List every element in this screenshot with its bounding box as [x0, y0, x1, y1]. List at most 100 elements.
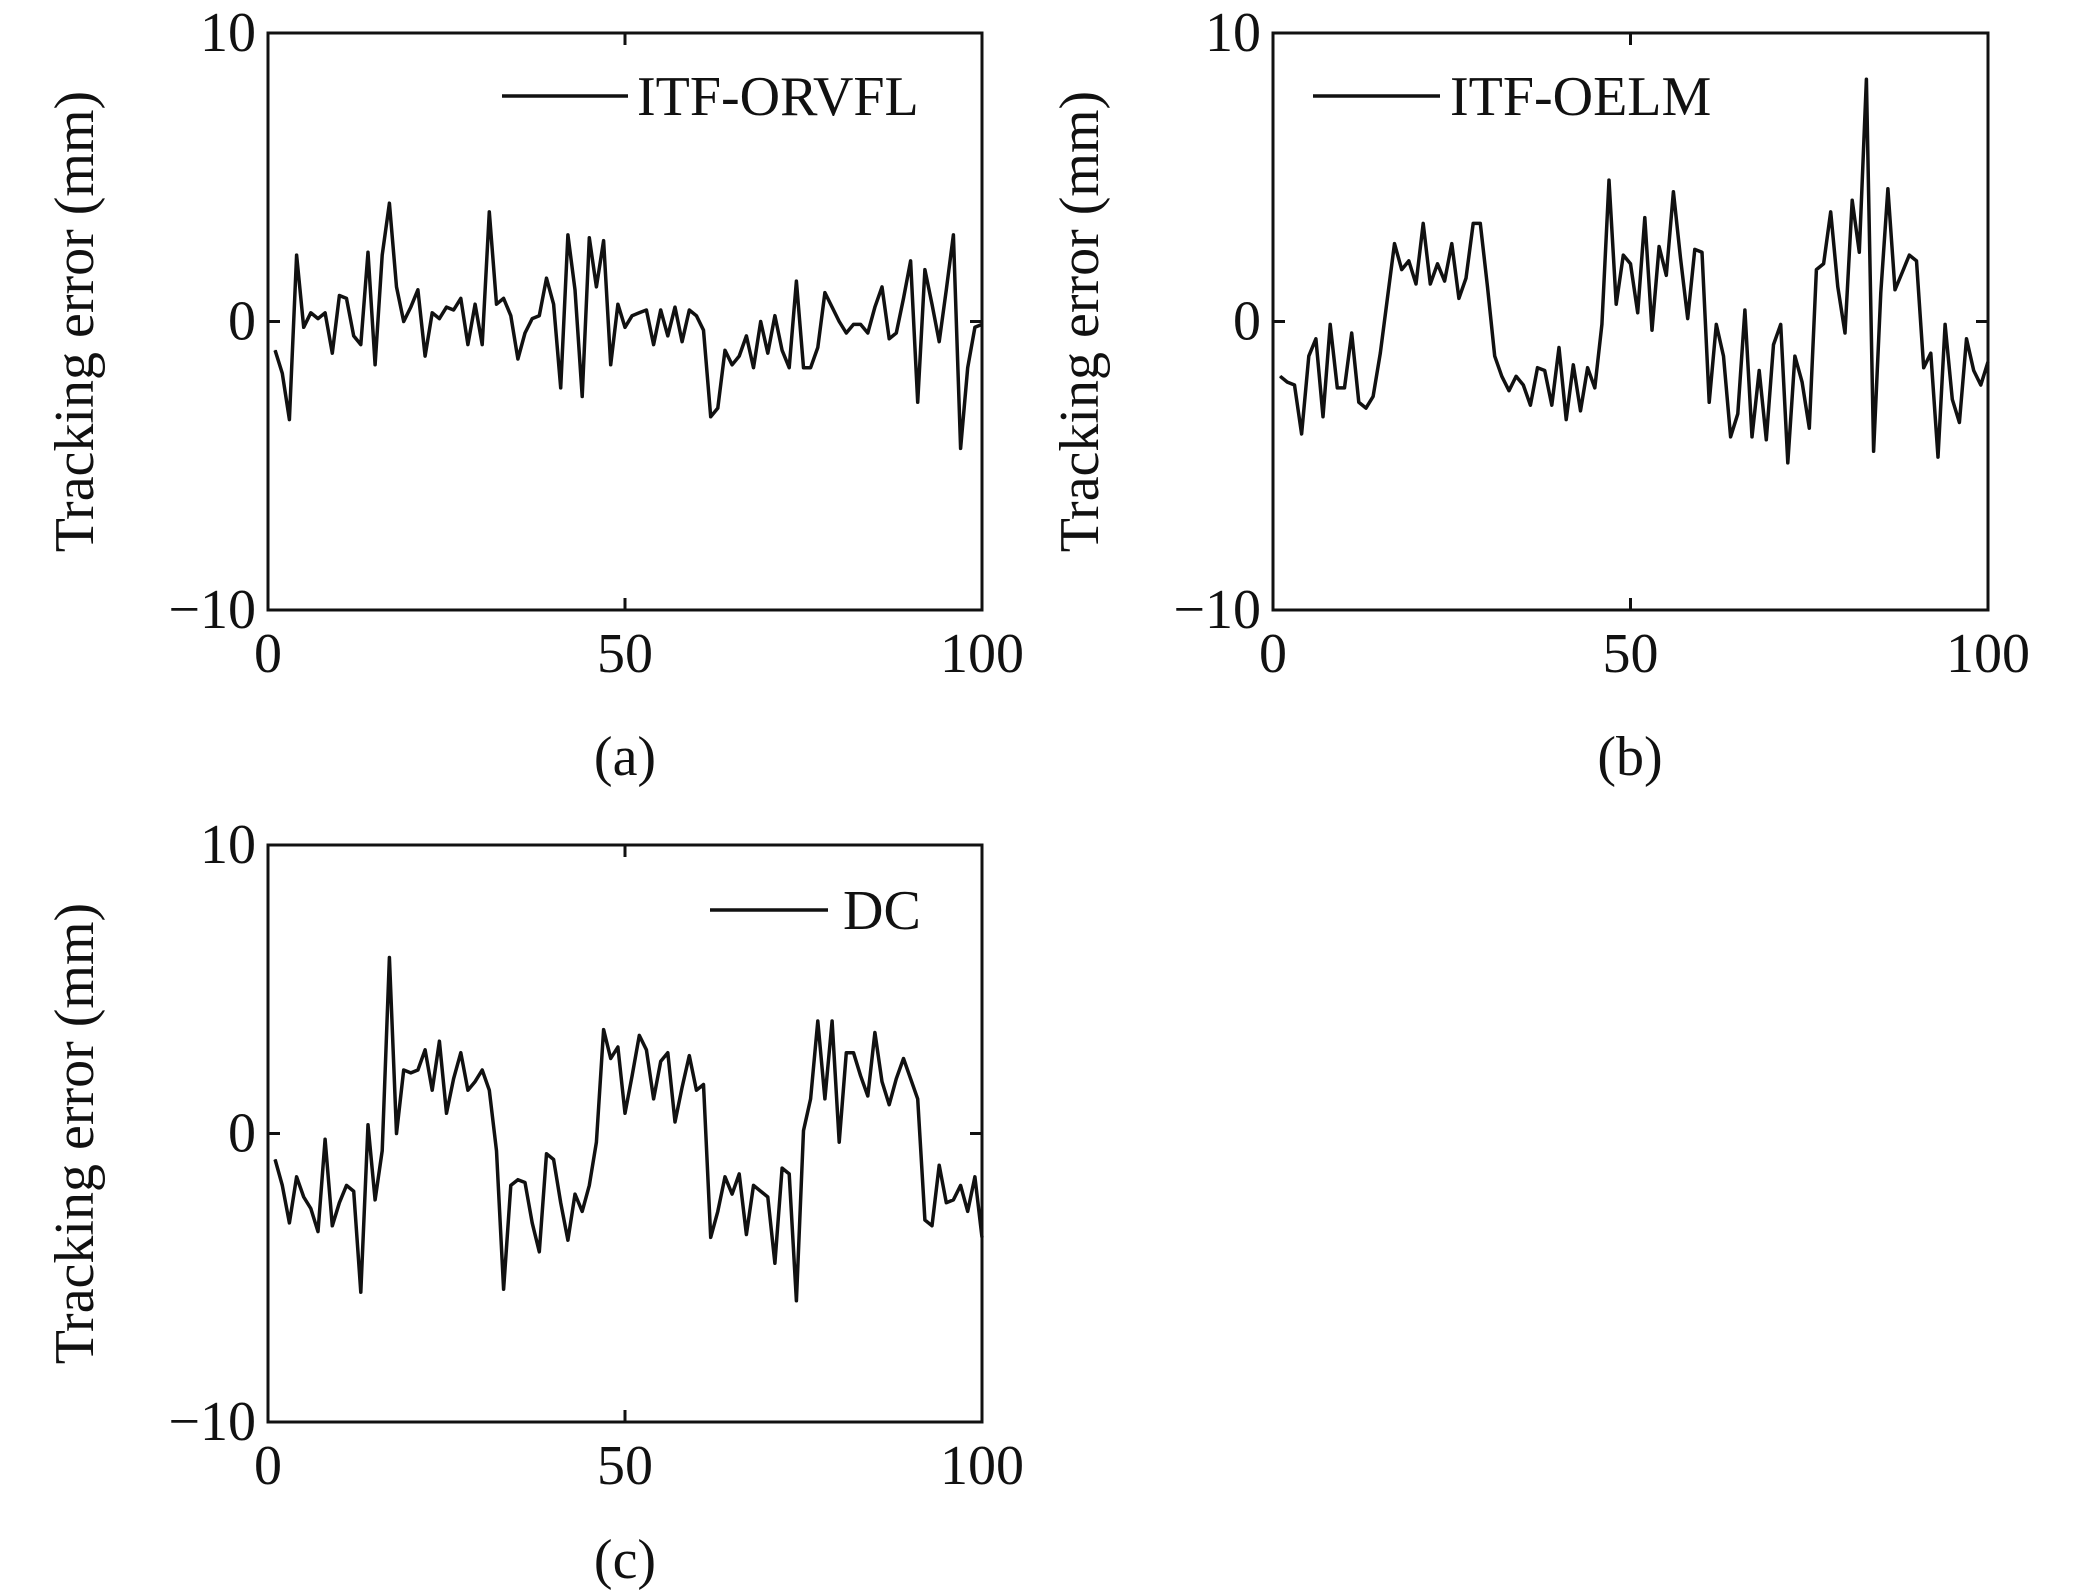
data-point [467, 344, 469, 346]
data-point [1665, 274, 1667, 276]
data-point [802, 367, 805, 369]
data-point [524, 1181, 526, 1184]
data-point [1301, 433, 1303, 435]
data-point [738, 355, 740, 357]
data-point [860, 1075, 862, 1077]
data-point [760, 320, 762, 323]
data-point [453, 309, 455, 311]
data-point [445, 1112, 448, 1114]
data-point [1329, 323, 1331, 325]
data-point [1722, 355, 1725, 357]
data-point [1615, 303, 1617, 305]
data-point [1415, 283, 1417, 285]
data-point [1715, 323, 1717, 325]
data-point [724, 349, 726, 351]
data-point [381, 254, 383, 256]
data-point [545, 1153, 548, 1155]
y-tick-label: 10 [1205, 2, 1261, 64]
data-point [1587, 367, 1589, 369]
data-point [288, 1222, 290, 1224]
data-point [1658, 245, 1660, 248]
panel-label: (b) [1597, 726, 1662, 788]
data-point [395, 286, 398, 288]
data-point [1386, 297, 1388, 299]
data-point [560, 1202, 562, 1204]
y-tick-label: −10 [1173, 579, 1261, 641]
data-point [410, 306, 412, 308]
data-point [1451, 243, 1453, 245]
data-point [1701, 251, 1703, 253]
data-point [767, 352, 769, 354]
legend: DC [710, 880, 921, 942]
data-point [631, 315, 633, 317]
data-point [1551, 404, 1553, 406]
data-point [660, 309, 662, 311]
data-point [296, 1176, 298, 1178]
data-point [1372, 395, 1374, 398]
data-point [1672, 191, 1674, 193]
data-point [681, 341, 683, 343]
x-tick-label: 100 [940, 1435, 1024, 1497]
data-point [424, 1049, 426, 1051]
data-point [595, 286, 598, 288]
data-point [924, 269, 926, 271]
data-point [545, 277, 548, 279]
data-point [1629, 263, 1632, 265]
x-tick-label: 0 [254, 623, 282, 685]
data-point [1787, 462, 1789, 464]
data-point [917, 401, 919, 403]
data-point [817, 346, 819, 349]
data-point [353, 335, 355, 337]
data-point [1558, 346, 1560, 349]
data-point [1801, 381, 1803, 383]
data-point [774, 315, 776, 317]
data-point [702, 329, 705, 331]
data-point [938, 1164, 940, 1166]
data-point [1837, 286, 1839, 288]
x-tick-label: 50 [597, 623, 653, 685]
data-point [888, 338, 890, 340]
data-point [881, 1081, 883, 1083]
data-point [845, 1052, 847, 1054]
data-point [810, 1098, 812, 1100]
data-point [702, 1083, 705, 1086]
data-point [667, 335, 669, 337]
data-point [603, 240, 605, 242]
data-point [695, 315, 698, 317]
series-line-dc [273, 955, 984, 1303]
data-point [431, 312, 433, 314]
data-point [553, 1158, 555, 1161]
data-point [1393, 243, 1396, 245]
data-point [1508, 390, 1510, 392]
data-point [688, 309, 690, 311]
data-point [967, 1210, 969, 1212]
data-point [1594, 387, 1596, 389]
data-point [460, 297, 462, 299]
data-point [931, 303, 933, 305]
data-point [945, 289, 947, 291]
data-point [981, 1236, 983, 1238]
data-point [345, 1184, 348, 1186]
data-point [1601, 323, 1603, 325]
data-point [310, 1207, 312, 1210]
x-tick-label: 100 [1946, 623, 2030, 685]
series-line-itf-oelm [1279, 77, 1990, 465]
data-point [902, 1057, 905, 1060]
data-point [488, 1089, 490, 1091]
y-axis-label: Tracking error (mm) [44, 91, 106, 552]
data-point [1501, 375, 1503, 377]
data-point [1844, 332, 1846, 334]
data-point [1930, 352, 1932, 354]
data-point [1830, 211, 1832, 213]
data-point [952, 1199, 955, 1201]
data-point [1458, 297, 1460, 299]
data-point [367, 1124, 369, 1126]
data-point [581, 395, 583, 398]
data-point [874, 306, 876, 308]
data-point [745, 335, 748, 337]
data-point [1565, 419, 1567, 421]
data-point [831, 306, 833, 308]
data-point [317, 318, 319, 320]
